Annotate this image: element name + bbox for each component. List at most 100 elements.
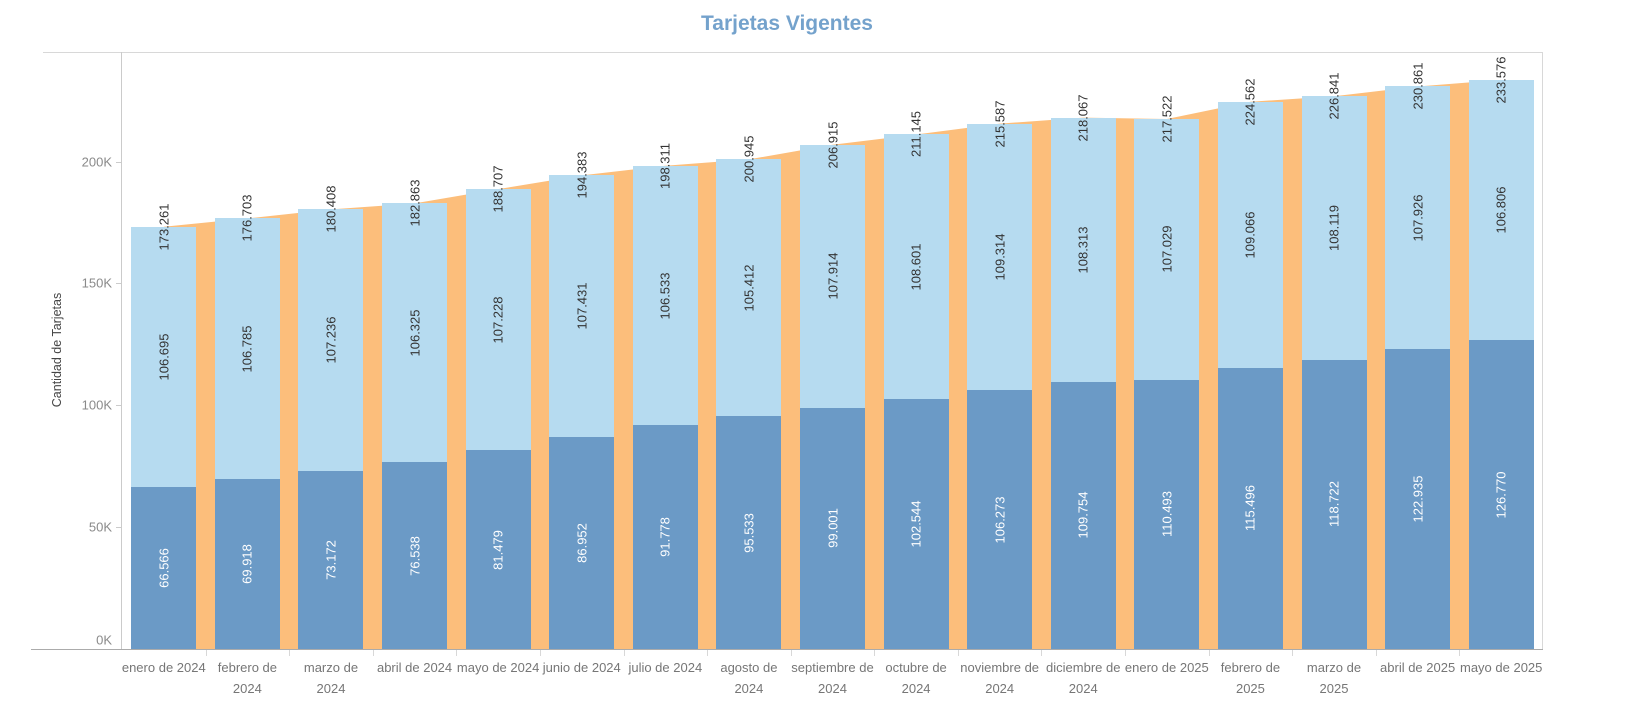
total-value-label: 206.915 bbox=[825, 121, 840, 169]
plot-right-border bbox=[1542, 52, 1543, 649]
x-tick-mark bbox=[289, 650, 291, 656]
bar-segment-top[interactable] bbox=[1050, 117, 1116, 382]
bar-segment-bottom[interactable] bbox=[716, 416, 782, 649]
bar-segment-bottom[interactable] bbox=[298, 470, 364, 649]
top-segment-value-label: 109.314 bbox=[992, 233, 1008, 281]
y-tick-mark bbox=[116, 283, 121, 285]
bar-segment-top[interactable] bbox=[549, 175, 615, 438]
bar-segment-top[interactable] bbox=[298, 209, 364, 471]
category-label[interactable]: septiembre de 2024 bbox=[791, 660, 874, 696]
x-tick-mark bbox=[539, 650, 541, 656]
bar-segment-top[interactable] bbox=[1385, 86, 1451, 350]
bar-segment-top[interactable] bbox=[1217, 101, 1283, 368]
category-label[interactable]: marzo de 2025 bbox=[1306, 660, 1362, 696]
category-label[interactable]: junio de 2024 bbox=[542, 660, 621, 675]
bar-segment-bottom[interactable] bbox=[465, 450, 531, 649]
bottom-segment-value-label: 86.952 bbox=[574, 523, 590, 563]
category-label[interactable]: abril de 2024 bbox=[376, 660, 453, 675]
category-label[interactable]: noviembre de 2024 bbox=[960, 660, 1040, 696]
bottom-segment-value-label: 102.544 bbox=[908, 500, 924, 548]
total-value-label: 176.703 bbox=[239, 194, 255, 242]
bar-segment-bottom[interactable] bbox=[800, 407, 865, 649]
total-value-label: 198.311 bbox=[657, 142, 673, 189]
bar-segment-top[interactable] bbox=[1468, 79, 1534, 341]
category-label[interactable]: mayo de 2025 bbox=[1459, 660, 1543, 675]
chart-title: Tarjetas Vigentes bbox=[701, 12, 873, 35]
total-value-label: 188.707 bbox=[490, 165, 506, 213]
y-tick-label: 50K bbox=[88, 519, 112, 535]
bar-segment-top[interactable] bbox=[465, 189, 531, 451]
top-segment-value-label: 107.926 bbox=[1410, 194, 1426, 242]
category-label[interactable]: abril de 2025 bbox=[1380, 660, 1456, 675]
bar-segment-bottom[interactable] bbox=[549, 437, 615, 649]
category-label[interactable]: julio de 2024 bbox=[628, 660, 703, 675]
total-value-label: 224.562 bbox=[1242, 78, 1258, 126]
x-tick-mark bbox=[874, 650, 876, 656]
x-tick-mark bbox=[707, 650, 709, 656]
category-label[interactable]: agosto de 2024 bbox=[720, 660, 778, 696]
category-label[interactable]: mayo de 2024 bbox=[456, 660, 540, 675]
top-segment-value-label: 107.914 bbox=[825, 252, 840, 300]
bar-segment-bottom[interactable] bbox=[1468, 340, 1534, 649]
x-tick-mark bbox=[623, 650, 625, 656]
total-value-label: 233.576 bbox=[1493, 56, 1509, 104]
bar-segment-bottom[interactable] bbox=[131, 486, 197, 649]
bar-segment-bottom[interactable] bbox=[1134, 379, 1200, 649]
bar-segment-bottom[interactable] bbox=[632, 425, 698, 649]
total-value-label: 215.587 bbox=[992, 100, 1008, 148]
bar-segment-top[interactable] bbox=[883, 134, 949, 400]
bar-segment-bottom[interactable] bbox=[1385, 349, 1451, 649]
category-label[interactable]: febrero de 2024 bbox=[217, 660, 278, 696]
top-segment-value-label: 107.431 bbox=[574, 282, 590, 330]
bar-segment-top[interactable] bbox=[632, 165, 698, 426]
bar-segment-top[interactable] bbox=[967, 123, 1033, 391]
bar-segment-top[interactable] bbox=[800, 144, 865, 408]
total-value-label: 200.945 bbox=[741, 135, 757, 183]
bar-segment-bottom[interactable] bbox=[1301, 359, 1367, 649]
bar-segment-bottom[interactable] bbox=[1050, 381, 1116, 649]
x-tick-mark bbox=[205, 650, 207, 656]
total-value-label: 211.145 bbox=[908, 111, 924, 158]
y-tick-label: 100K bbox=[81, 397, 112, 413]
x-tick-mark bbox=[1459, 650, 1461, 656]
total-value-label: 194.383 bbox=[574, 151, 590, 199]
y-tick-label: 150K bbox=[81, 275, 112, 291]
bottom-segment-value-label: 109.754 bbox=[1075, 491, 1091, 539]
bar-segment-top[interactable] bbox=[382, 203, 448, 463]
bar-segment-top[interactable] bbox=[214, 218, 280, 479]
category-label[interactable]: octubre de 2024 bbox=[885, 660, 947, 696]
category-label[interactable]: febrero de 2025 bbox=[1220, 660, 1281, 696]
bar-segment-top[interactable] bbox=[716, 159, 782, 417]
category-label[interactable]: enero de 2024 bbox=[121, 660, 206, 675]
bottom-segment-value-label: 110.493 bbox=[1159, 491, 1175, 538]
x-tick-mark bbox=[790, 650, 792, 656]
bottom-segment-value-label: 81.479 bbox=[490, 529, 506, 570]
bar-segment-bottom[interactable] bbox=[1217, 367, 1283, 649]
bar-segment-bottom[interactable] bbox=[967, 390, 1033, 649]
category-label[interactable]: enero de 2025 bbox=[1124, 660, 1209, 675]
bottom-segment-value-label: 76.538 bbox=[407, 535, 423, 576]
bar-segment-bottom[interactable] bbox=[382, 462, 448, 649]
category-label[interactable]: marzo de 2024 bbox=[303, 660, 359, 696]
bottom-segment-value-label: 118.722 bbox=[1326, 481, 1342, 528]
bar-segment-top[interactable] bbox=[1301, 96, 1367, 360]
x-tick-mark bbox=[456, 650, 458, 656]
bottom-segment-value-label: 106.273 bbox=[992, 496, 1008, 544]
y-axis-line bbox=[121, 52, 122, 649]
category-label[interactable]: diciembre de 2024 bbox=[1046, 660, 1121, 696]
bottom-segment-value-label: 73.172 bbox=[323, 539, 339, 580]
bar-segment-bottom[interactable] bbox=[883, 399, 949, 649]
y-tick-label: 0K bbox=[96, 632, 112, 648]
total-value-label: 218.067 bbox=[1075, 94, 1091, 142]
bar-segment-bottom[interactable] bbox=[214, 478, 280, 649]
bottom-segment-value-label: 95.533 bbox=[741, 512, 757, 553]
x-tick-mark bbox=[1292, 650, 1294, 656]
bar-segment-top[interactable] bbox=[131, 226, 197, 487]
total-value-label: 230.861 bbox=[1410, 62, 1426, 110]
top-segment-value-label: 108.313 bbox=[1075, 226, 1091, 274]
bar-segment-top[interactable] bbox=[1134, 118, 1200, 380]
x-tick-mark bbox=[1125, 650, 1127, 656]
plot-area: 173.261 106.695 66.566 176.703 106.785 69.918… bbox=[122, 52, 1543, 649]
top-segment-value-label: 108.601 bbox=[908, 243, 924, 291]
